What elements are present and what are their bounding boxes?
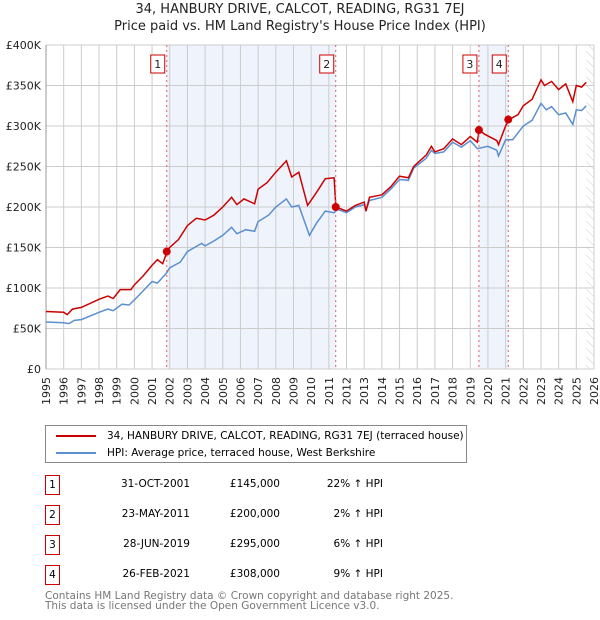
x-tick-label: 1996 — [58, 377, 71, 405]
y-tick-label: £150K — [6, 242, 42, 255]
y-tick-label: £100K — [6, 282, 42, 295]
sale-label: 2 — [323, 58, 330, 71]
x-tick-label: 2015 — [394, 377, 407, 405]
x-tick-label: 2008 — [270, 377, 283, 405]
legend-label-hpi: HPI: Average price, terraced house, West… — [107, 447, 376, 459]
x-tick-label: 2021 — [500, 377, 513, 405]
x-tick-label: 2019 — [464, 377, 477, 405]
sale-label-box — [462, 54, 478, 74]
sale-price: £145,000 — [229, 478, 280, 490]
y-tick-label: £200K — [6, 201, 42, 214]
sale-row: 2 23-MAY-2011 £200,000 2% ↑ HPI — [45, 505, 445, 525]
x-tick-label: 2009 — [287, 377, 300, 405]
sale-row: 3 28-JUN-2019 £295,000 6% ↑ HPI — [45, 535, 445, 555]
x-tick-label: 2016 — [411, 377, 424, 405]
x-tick-label: 2011 — [323, 377, 336, 405]
x-tick-label: 2020 — [482, 377, 495, 405]
sale-number-badge: 3 — [45, 535, 60, 555]
x-tick-label: 2023 — [535, 377, 548, 405]
x-tick-label: 2025 — [570, 377, 583, 405]
sale-price: £295,000 — [229, 538, 280, 550]
x-tick-label: 2024 — [553, 377, 566, 405]
sale-hpi-diff: 22% ↑ HPI — [326, 478, 383, 490]
sale-date: 31-OCT-2001 — [121, 478, 190, 490]
footer-line: Contains HM Land Registry data © Crown c… — [45, 590, 454, 602]
sale-date: 23-MAY-2011 — [121, 508, 190, 520]
sale-point — [474, 126, 483, 135]
x-tick-label: 2001 — [146, 377, 159, 405]
sale-row: 4 26-FEB-2021 £308,000 9% ↑ HPI — [45, 565, 445, 585]
sale-label: 4 — [496, 58, 503, 71]
x-tick-label: 2017 — [429, 377, 442, 405]
x-tick-label: 2010 — [305, 377, 318, 405]
sale-number-badge: 4 — [45, 565, 60, 585]
x-tick-label: 2014 — [376, 377, 389, 405]
x-tick-label: 2006 — [234, 377, 247, 405]
x-tick-label: 1997 — [75, 377, 88, 405]
legend-label-property: 34, HANBURY DRIVE, CALCOT, READING, RG31… — [107, 430, 464, 442]
sale-label-box — [150, 54, 166, 74]
sale-price: £308,000 — [229, 568, 280, 580]
x-tick-label: 2004 — [199, 377, 212, 405]
chart-subtitle: Price paid vs. HM Land Registry's House … — [114, 19, 486, 34]
sale-hpi-diff: 9% ↑ HPI — [333, 568, 383, 580]
sale-label: 3 — [466, 58, 473, 71]
sale-label-box — [319, 54, 335, 74]
x-tick-label: 1995 — [40, 377, 53, 405]
sale-hpi-diff: 2% ↑ HPI — [333, 508, 383, 520]
y-tick-label: £250K — [6, 161, 42, 174]
x-tick-label: 2007 — [252, 377, 265, 405]
sale-row: 1 31-OCT-2001 £145,000 22% ↑ HPI — [45, 475, 445, 495]
sale-point — [504, 115, 513, 124]
footer: Contains HM Land Registry data © Crown c… — [45, 590, 454, 612]
y-tick-label: £50K — [13, 323, 42, 336]
y-tick-label: £0 — [27, 363, 41, 376]
sale-date: 28-JUN-2019 — [123, 538, 190, 550]
sale-point — [331, 203, 340, 211]
legend-line-property — [56, 435, 96, 437]
sale-point — [162, 247, 171, 256]
sale-number-badge: 1 — [45, 475, 60, 495]
y-tick-label: £400K — [6, 39, 42, 52]
sale-price: £200,000 — [229, 508, 280, 520]
sale-label: 1 — [154, 58, 161, 71]
x-tick-label: 2003 — [181, 377, 194, 405]
x-tick-label: 2000 — [128, 377, 141, 405]
x-tick-label: 2012 — [341, 377, 354, 405]
x-tick-label: 2013 — [358, 377, 371, 405]
y-tick-label: £300K — [6, 120, 42, 133]
x-tick-label: 2022 — [517, 377, 530, 405]
x-tick-label: 1999 — [111, 377, 124, 405]
x-tick-label: 2018 — [447, 377, 460, 405]
legend: 34, HANBURY DRIVE, CALCOT, READING, RG31… — [45, 425, 467, 463]
x-tick-label: 1998 — [93, 377, 106, 405]
sale-hpi-diff: 6% ↑ HPI — [333, 538, 383, 550]
legend-line-hpi — [56, 452, 96, 454]
x-tick-label: 2005 — [217, 377, 230, 405]
chart-title: 34, HANBURY DRIVE, CALCOT, READING, RG31… — [135, 2, 465, 17]
sale-date: 26-FEB-2021 — [122, 568, 190, 580]
footer-line: This data is licensed under the Open Gov… — [45, 600, 380, 612]
plot-area: 1995 1996 1997 1998 1999 2000 2001 2002 2003 2004… — [6, 39, 600, 405]
y-tick-label: £350K — [6, 80, 42, 93]
sale-label-box — [491, 54, 507, 74]
x-tick-label: 2026 — [588, 377, 600, 405]
sale-number-badge: 2 — [45, 505, 60, 525]
x-tick-label: 2002 — [164, 377, 177, 405]
